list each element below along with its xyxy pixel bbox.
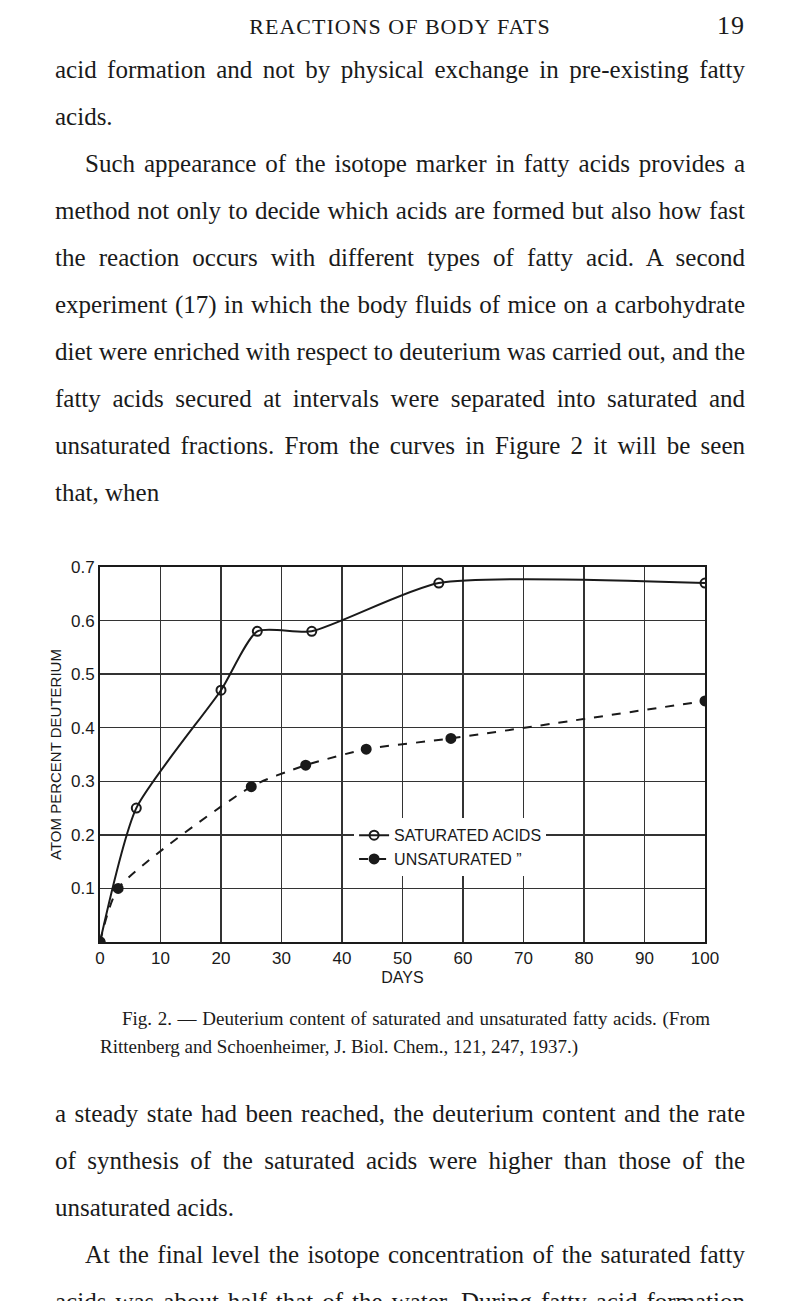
html-text:acid formation and not by phys: acid formation and not by physical excha… — [55, 56, 745, 130]
svg-text:20: 20 — [212, 949, 231, 968]
svg-text:0.2: 0.2 — [71, 826, 95, 845]
svg-text:DAYS: DAYS — [381, 969, 423, 986]
svg-text:0.4: 0.4 — [71, 719, 95, 738]
svg-text:30: 30 — [272, 949, 291, 968]
svg-text:10: 10 — [151, 949, 170, 968]
html-text:Such appearance of the isotope: Such appearance of the isotope marker in… — [55, 150, 745, 506]
html-text:REACTIONS OF BODY FATS: REACTIONS OF BODY FATS — [249, 14, 551, 39]
svg-text:SATURATED ACIDS: SATURATED ACIDS — [394, 827, 541, 844]
svg-text:70: 70 — [514, 949, 533, 968]
svg-text:ATOM PERCENT DEUTERIUM: ATOM PERCENT DEUTERIUM — [47, 649, 64, 860]
svg-text:40: 40 — [333, 949, 352, 968]
svg-text:0: 0 — [95, 949, 104, 968]
svg-text:0.3: 0.3 — [71, 772, 95, 791]
svg-text:90: 90 — [635, 949, 654, 968]
svg-text:50: 50 — [393, 949, 412, 968]
svg-text:0.1: 0.1 — [71, 879, 95, 898]
html-text:Fig. 2. — Deuterium content of: Fig. 2. — Deuterium content of saturated… — [100, 1008, 710, 1057]
svg-text:0.6: 0.6 — [71, 612, 95, 631]
svg-text:0.5: 0.5 — [71, 665, 95, 684]
html-text:a steady state had been reache: a steady state had been reached, the deu… — [55, 1100, 745, 1221]
html-text:19: 19 — [717, 11, 745, 40]
svg-text:100: 100 — [691, 949, 719, 968]
svg-text:60: 60 — [454, 949, 473, 968]
svg-text:0.7: 0.7 — [71, 558, 95, 577]
svg-text:80: 80 — [575, 949, 594, 968]
svg-text:UNSATURATED ”: UNSATURATED ” — [394, 851, 521, 868]
